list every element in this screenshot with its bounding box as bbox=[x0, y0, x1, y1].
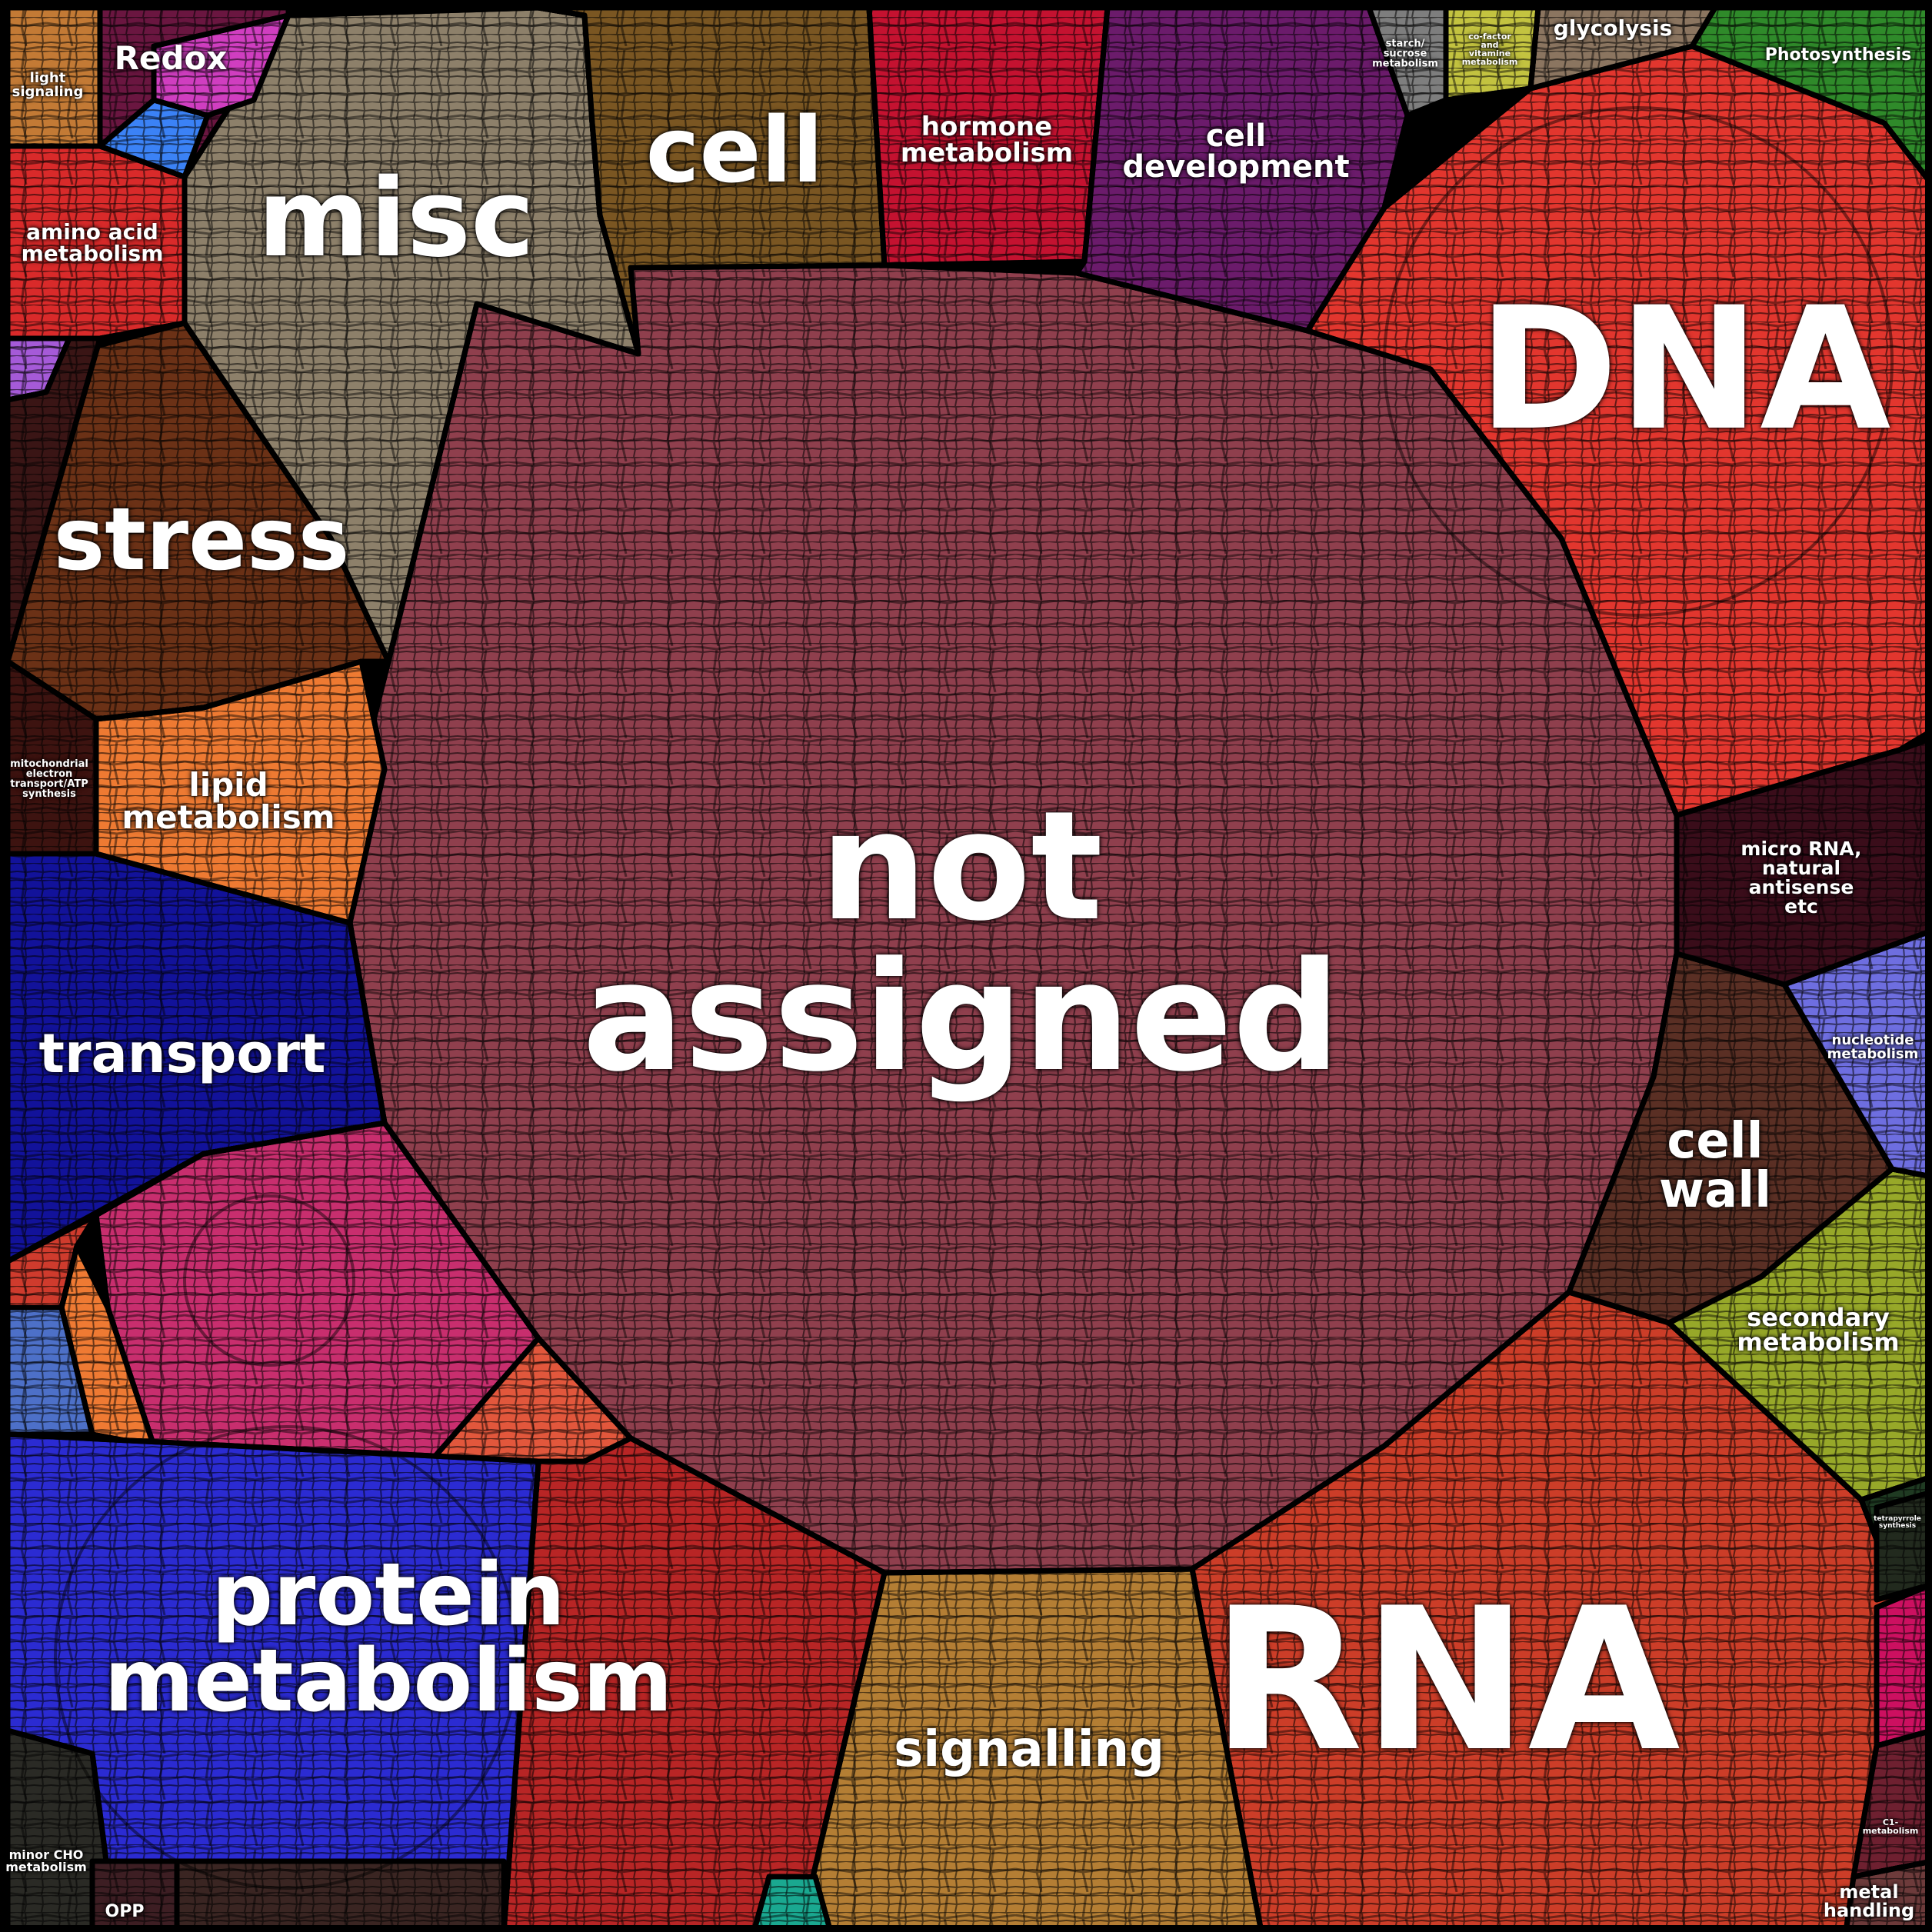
region-outline-dark-left bbox=[5, 335, 103, 665]
region-fill-dark-bottom bbox=[174, 1858, 507, 1932]
region-light-signaling bbox=[5, 5, 103, 149]
region-opp bbox=[89, 1858, 180, 1932]
region-fill-dark-br bbox=[1874, 1489, 1932, 1603]
region-hormone-metabolism bbox=[866, 5, 1111, 268]
region-magenta-br bbox=[1874, 1581, 1932, 1749]
region-fill-hormone-metabolism bbox=[866, 5, 1111, 268]
region-dark-br bbox=[1874, 1489, 1932, 1603]
region-outline-minor-cho bbox=[5, 1727, 118, 1932]
region-outline-metal-handling bbox=[1843, 1858, 1932, 1932]
region-outline-starch-sucrose bbox=[1366, 5, 1449, 118]
region-outline-small-red bbox=[5, 1212, 99, 1311]
region-outline-mitochondrial-electron bbox=[5, 658, 99, 857]
subcluster-ring-dna bbox=[1383, 106, 1894, 617]
region-fill-opp bbox=[89, 1858, 180, 1932]
region-outline-dark-br bbox=[1874, 1489, 1932, 1603]
region-fill-cofactor-vitamine bbox=[1443, 5, 1541, 103]
subcluster-ring-protein-metabolism bbox=[54, 1425, 518, 1890]
region-fill-light-signaling bbox=[5, 5, 103, 149]
region-fill-magenta-br bbox=[1874, 1581, 1932, 1749]
region-outline-c1-metabolism bbox=[1850, 1727, 1932, 1880]
region-amino-acid-metabolism bbox=[5, 143, 188, 341]
region-outline-red-region bbox=[501, 1435, 888, 1932]
region-outline-micro-rna bbox=[1674, 735, 1932, 988]
region-outline-magenta-accent bbox=[151, 12, 291, 118]
region-fill-amino-acid-metabolism bbox=[5, 143, 188, 341]
region-cofactor-vitamine bbox=[1443, 5, 1541, 103]
region-outline-opp bbox=[89, 1858, 180, 1932]
region-dark-bottom bbox=[174, 1858, 507, 1932]
subcluster-ring-pink-region bbox=[183, 1194, 355, 1367]
region-outline-teal-accent bbox=[751, 1874, 834, 1932]
region-teal-accent bbox=[751, 1874, 834, 1932]
region-outline-dna bbox=[1304, 43, 1932, 818]
